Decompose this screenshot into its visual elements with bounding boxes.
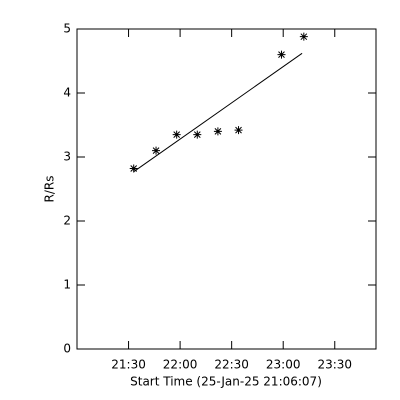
x-axis-label: Start Time (25-Jan-25 21:06:07) [130,375,322,389]
y-tick-label: 0 [63,342,71,356]
x-tick-label: 22:00 [163,358,198,372]
point [277,50,286,59]
x-tick-label: 21:30 [111,358,146,372]
fit-line [133,52,303,173]
point [299,32,308,41]
x-tick-label: 23:30 [317,358,352,372]
point [234,126,243,135]
y-tick-label: 5 [63,22,71,36]
x-tick-label: 23:00 [266,358,301,372]
point [172,130,181,139]
y-tick-label: 4 [63,86,71,100]
y-tick-label: 3 [63,150,71,164]
y-tick-label: 2 [63,214,71,228]
y-axis-label: R/Rs [43,176,57,203]
point [193,130,202,139]
x-tick-label: 22:30 [214,358,249,372]
point [213,127,222,136]
plot-frame [76,28,377,350]
point [129,164,138,173]
point [152,146,161,155]
y-tick-label: 1 [63,278,71,292]
